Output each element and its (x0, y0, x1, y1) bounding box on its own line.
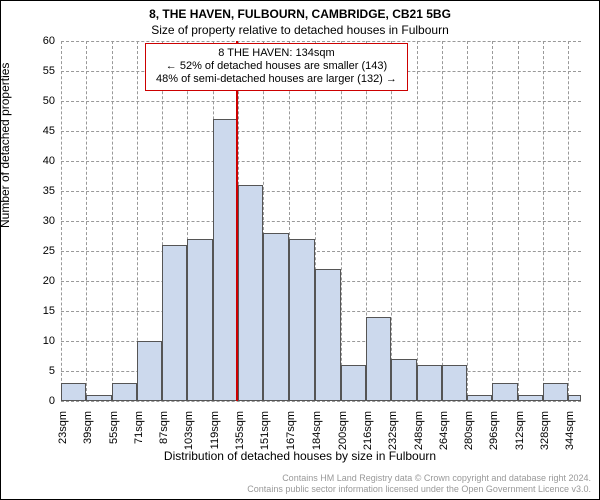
x-tick: 87sqm (158, 411, 170, 461)
plot-area (61, 41, 581, 401)
grid-line-v (568, 41, 569, 401)
grid-line-v (86, 41, 87, 401)
x-tick: 184sqm (311, 411, 323, 461)
x-tick: 55sqm (108, 411, 120, 461)
footer-line2: Contains public sector information licen… (247, 484, 591, 495)
histogram-bar (263, 233, 288, 401)
footer-attribution: Contains HM Land Registry data © Crown c… (247, 473, 591, 495)
grid-line-h (61, 401, 581, 402)
x-tick: 296sqm (488, 411, 500, 461)
x-tick: 264sqm (438, 411, 450, 461)
grid-line-h (61, 131, 581, 132)
x-tick: 39sqm (82, 411, 94, 461)
histogram-bar (315, 269, 340, 401)
histogram-bar (137, 341, 162, 401)
annotation-box: 8 THE HAVEN: 134sqm ← 52% of detached ho… (145, 43, 408, 91)
chart-subtitle: Size of property relative to detached ho… (1, 23, 599, 37)
x-tick: 312sqm (514, 411, 526, 461)
chart-container: 8, THE HAVEN, FULBOURN, CAMBRIDGE, CB21 … (0, 0, 600, 500)
x-tick: 71sqm (133, 411, 145, 461)
footer-line1: Contains HM Land Registry data © Crown c… (247, 473, 591, 484)
grid-line-v (61, 41, 62, 401)
histogram-bar (162, 245, 187, 401)
y-tick: 55 (25, 65, 55, 77)
histogram-bar (518, 395, 543, 401)
x-tick: 119sqm (209, 411, 221, 461)
grid-line-h (61, 221, 581, 222)
x-tick: 248sqm (413, 411, 425, 461)
grid-line-h (61, 101, 581, 102)
histogram-bar (238, 185, 263, 401)
x-tick: 344sqm (564, 411, 576, 461)
grid-line-h (61, 191, 581, 192)
chart-title-address: 8, THE HAVEN, FULBOURN, CAMBRIDGE, CB21 … (1, 7, 599, 21)
y-tick: 40 (25, 155, 55, 167)
grid-line-h (61, 161, 581, 162)
x-tick: 280sqm (463, 411, 475, 461)
grid-line-v (442, 41, 443, 401)
histogram-bar (213, 119, 238, 401)
grid-line-v (467, 41, 468, 401)
x-tick: 23sqm (57, 411, 69, 461)
y-tick: 50 (25, 95, 55, 107)
histogram-bar (467, 395, 492, 401)
annotation-property-size: 8 THE HAVEN: 134sqm (156, 47, 397, 60)
y-tick: 10 (25, 335, 55, 347)
histogram-bar (492, 383, 517, 401)
x-tick: 167sqm (285, 411, 297, 461)
histogram-bar (417, 365, 442, 401)
histogram-bar (289, 239, 316, 401)
x-tick: 151sqm (259, 411, 271, 461)
histogram-bar (366, 317, 391, 401)
histogram-bar (568, 395, 581, 401)
histogram-bar (187, 239, 212, 401)
y-tick: 30 (25, 215, 55, 227)
grid-line-v (112, 41, 113, 401)
histogram-bar (341, 365, 366, 401)
histogram-bar (391, 359, 416, 401)
annotation-smaller-pct: ← 52% of detached houses are smaller (14… (156, 60, 397, 73)
grid-line-v (391, 41, 392, 401)
x-tick: 135sqm (234, 411, 246, 461)
y-tick: 60 (25, 35, 55, 47)
grid-line-v (492, 41, 493, 401)
y-axis-label: Number of detached properties (0, 63, 12, 228)
histogram-bar (61, 383, 86, 401)
x-tick: 216sqm (362, 411, 374, 461)
grid-line-h (61, 251, 581, 252)
grid-line-v (518, 41, 519, 401)
x-tick: 328sqm (539, 411, 551, 461)
histogram-bar (543, 383, 568, 401)
x-tick: 103sqm (183, 411, 195, 461)
grid-line-h (61, 41, 581, 42)
y-tick: 25 (25, 245, 55, 257)
x-tick: 232sqm (387, 411, 399, 461)
y-tick: 15 (25, 305, 55, 317)
histogram-bar (86, 395, 111, 401)
grid-line-v (341, 41, 342, 401)
y-tick: 20 (25, 275, 55, 287)
annotation-larger-pct: 48% of semi-detached houses are larger (… (156, 73, 397, 86)
y-tick: 35 (25, 185, 55, 197)
grid-line-v (417, 41, 418, 401)
histogram-bar (112, 383, 137, 401)
histogram-bar (442, 365, 467, 401)
x-tick: 200sqm (337, 411, 349, 461)
property-marker-line (236, 41, 238, 401)
y-tick: 0 (25, 395, 55, 407)
y-tick: 45 (25, 125, 55, 137)
grid-line-v (543, 41, 544, 401)
y-tick: 5 (25, 365, 55, 377)
